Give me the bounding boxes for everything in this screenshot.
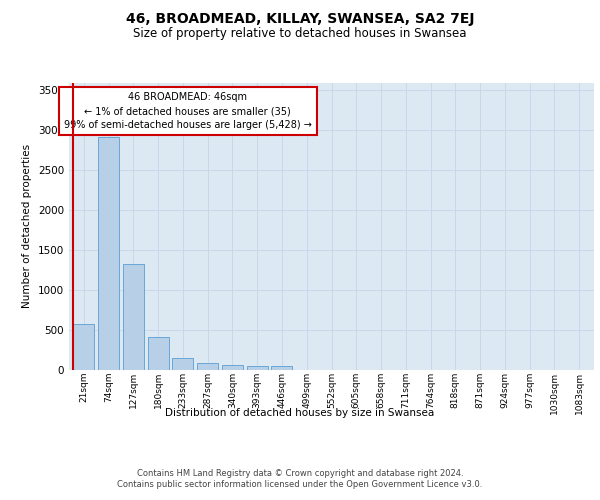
Bar <box>247 366 268 370</box>
Text: Size of property relative to detached houses in Swansea: Size of property relative to detached ho… <box>133 28 467 40</box>
Bar <box>123 264 144 370</box>
Text: Contains public sector information licensed under the Open Government Licence v3: Contains public sector information licen… <box>118 480 482 489</box>
Text: 46 BROADMEAD: 46sqm
← 1% of detached houses are smaller (35)
99% of semi-detache: 46 BROADMEAD: 46sqm ← 1% of detached hou… <box>64 92 312 130</box>
Bar <box>172 358 193 370</box>
Text: 46, BROADMEAD, KILLAY, SWANSEA, SA2 7EJ: 46, BROADMEAD, KILLAY, SWANSEA, SA2 7EJ <box>126 12 474 26</box>
Bar <box>271 366 292 370</box>
Text: Distribution of detached houses by size in Swansea: Distribution of detached houses by size … <box>166 408 434 418</box>
Bar <box>73 324 94 370</box>
Bar <box>148 338 169 370</box>
Text: Contains HM Land Registry data © Crown copyright and database right 2024.: Contains HM Land Registry data © Crown c… <box>137 469 463 478</box>
Bar <box>197 363 218 370</box>
Bar <box>222 365 243 370</box>
Bar <box>98 137 119 370</box>
Y-axis label: Number of detached properties: Number of detached properties <box>22 144 32 308</box>
